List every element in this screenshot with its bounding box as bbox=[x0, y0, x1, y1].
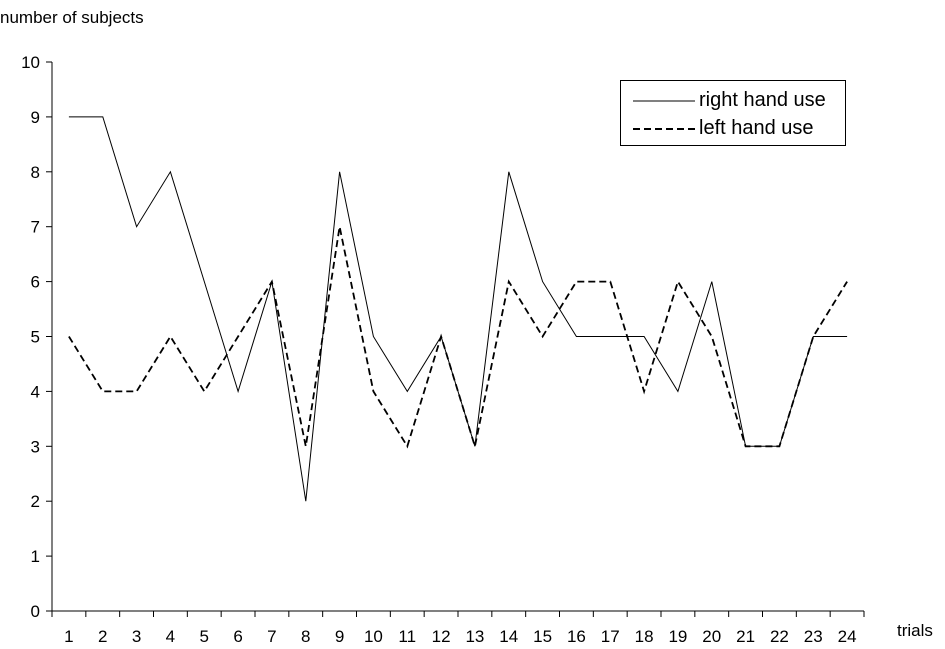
legend-item-right-hand: right hand use bbox=[621, 87, 845, 115]
x-tick-label: 14 bbox=[499, 627, 518, 646]
y-tick-label: 7 bbox=[31, 218, 40, 237]
legend-label-right-hand: right hand use bbox=[699, 89, 826, 111]
x-tick-label: 15 bbox=[533, 627, 552, 646]
x-tick-label: 1 bbox=[64, 627, 73, 646]
legend-solid-swatch bbox=[633, 100, 695, 102]
x-tick-label: 6 bbox=[233, 627, 242, 646]
x-axis-label: trials bbox=[897, 621, 933, 640]
x-tick-label: 24 bbox=[838, 627, 857, 646]
y-tick-label: 3 bbox=[31, 437, 40, 456]
x-tick-label: 16 bbox=[567, 627, 586, 646]
legend-dashed-swatch bbox=[633, 128, 695, 130]
y-tick-label: 1 bbox=[31, 547, 40, 566]
y-axis-label: number of subjects bbox=[0, 8, 144, 27]
y-tick-label: 0 bbox=[31, 602, 40, 621]
x-tick-label: 10 bbox=[364, 627, 383, 646]
y-tick-label: 4 bbox=[31, 382, 40, 401]
x-tick-label: 12 bbox=[432, 627, 451, 646]
y-tick-label: 10 bbox=[21, 53, 40, 72]
y-tick-label: 2 bbox=[31, 492, 40, 511]
x-tick-label: 2 bbox=[98, 627, 107, 646]
y-tick-label: 5 bbox=[31, 328, 40, 347]
x-tick-label: 23 bbox=[804, 627, 823, 646]
x-tick-label: 9 bbox=[335, 627, 344, 646]
x-tick-label: 3 bbox=[132, 627, 141, 646]
x-tick-label: 20 bbox=[702, 627, 721, 646]
legend-label-left-hand: left hand use bbox=[699, 117, 814, 139]
x-tick-label: 19 bbox=[668, 627, 687, 646]
x-tick-label: 17 bbox=[601, 627, 620, 646]
x-tick-label: 18 bbox=[635, 627, 654, 646]
y-tick-label: 8 bbox=[31, 163, 40, 182]
y-tick-label: 9 bbox=[31, 108, 40, 127]
legend: right hand use left hand use bbox=[620, 80, 846, 146]
x-tick-label: 4 bbox=[166, 627, 175, 646]
x-tick-label: 7 bbox=[267, 627, 276, 646]
legend-item-left-hand: left hand use bbox=[621, 115, 845, 143]
x-tick-label: 21 bbox=[736, 627, 755, 646]
x-tick-label: 5 bbox=[200, 627, 209, 646]
y-tick-label: 6 bbox=[31, 273, 40, 292]
x-tick-label: 13 bbox=[465, 627, 484, 646]
x-tick-label: 22 bbox=[770, 627, 789, 646]
series-line-right-hand bbox=[68, 116, 848, 502]
series-line-left-hand bbox=[68, 226, 848, 449]
x-tick-label: 11 bbox=[398, 627, 416, 646]
x-tick-label: 8 bbox=[301, 627, 310, 646]
